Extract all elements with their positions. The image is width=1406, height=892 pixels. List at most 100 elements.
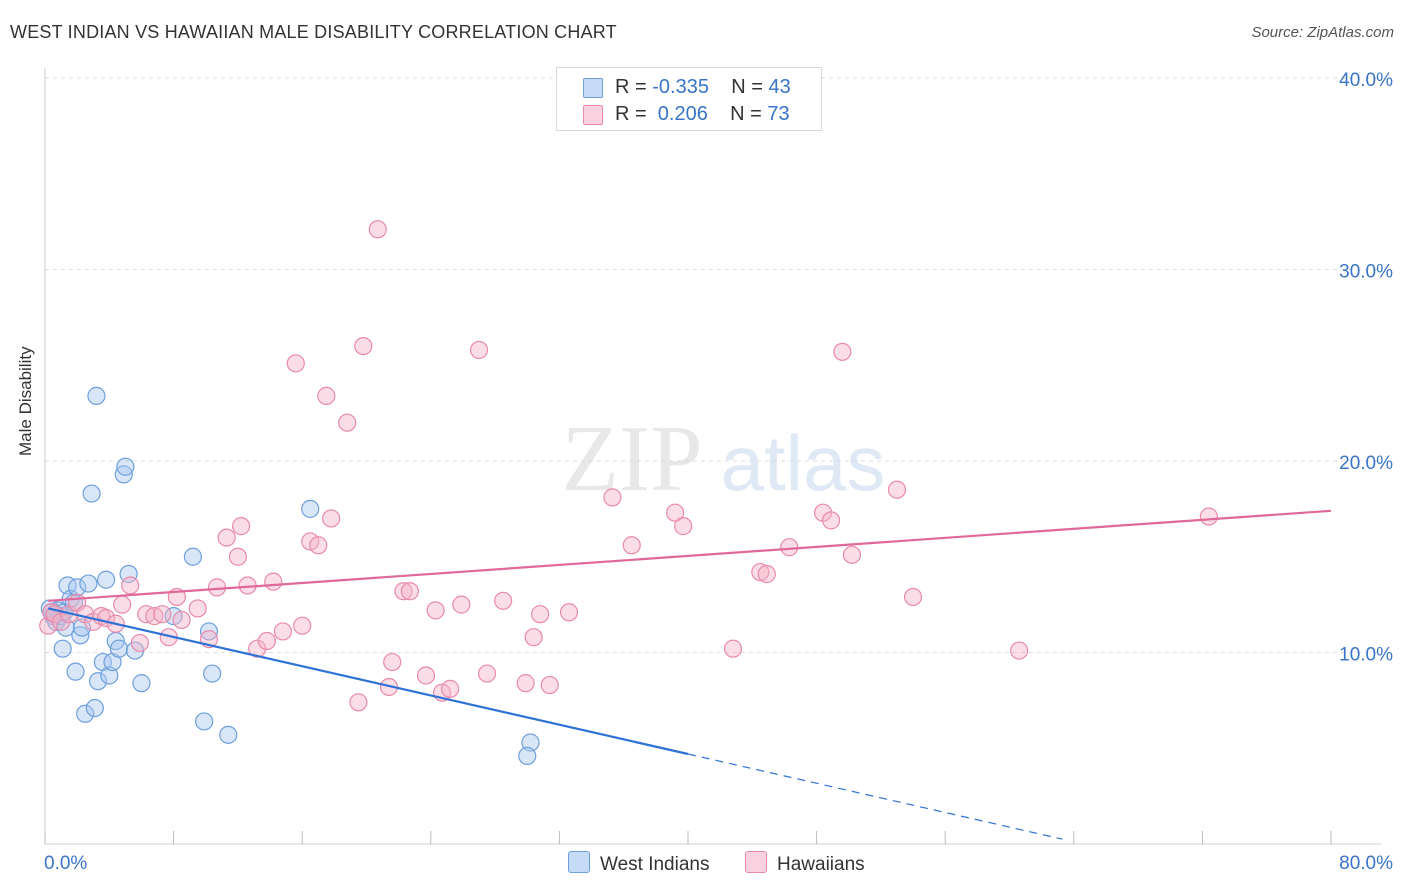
data-point-hawaiians	[383, 652, 402, 672]
data-point-hawaiians	[477, 664, 497, 683]
y-tick-label: 40.0%	[1339, 70, 1393, 91]
data-point-hawaiians	[257, 631, 276, 651]
source-label: Source: ZipAtlas.com	[1251, 24, 1394, 41]
bottom-legend-hawaiians: Hawaiians	[745, 851, 865, 876]
data-point-west-indians	[68, 578, 87, 597]
data-point-west-indians	[96, 570, 116, 589]
data-point-hawaiians	[354, 337, 373, 356]
data-point-hawaiians	[188, 599, 207, 618]
data-point-west-indians	[66, 662, 85, 681]
data-point-west-indians	[87, 386, 106, 405]
series-hawaiians	[39, 220, 1218, 712]
data-point-hawaiians	[757, 564, 776, 584]
y-axis-label: Male Disability	[16, 346, 35, 456]
bottom-legend-swatch-pink	[745, 851, 767, 873]
data-point-hawaiians	[833, 342, 852, 361]
data-point-west-indians	[79, 574, 98, 593]
data-point-west-indians	[109, 639, 129, 658]
data-point-hawaiians	[400, 582, 420, 601]
data-point-hawaiians	[293, 616, 312, 635]
trend-line-west-indians	[47, 607, 689, 756]
data-point-west-indians	[82, 484, 101, 503]
data-point-hawaiians	[903, 587, 923, 607]
legend-swatch-blue	[583, 78, 603, 98]
data-point-hawaiians	[426, 601, 445, 620]
y-tick-label: 10.0%	[1339, 645, 1393, 666]
data-point-west-indians	[72, 618, 92, 637]
data-point-west-indians	[100, 666, 119, 685]
data-point-hawaiians	[286, 354, 305, 373]
y-tick-label: 30.0%	[1339, 262, 1393, 283]
bottom-legend-label: Hawaiians	[777, 854, 865, 875]
legend-n-label: N =	[730, 103, 762, 125]
data-point-hawaiians	[1199, 507, 1218, 526]
trend-lines	[47, 509, 1332, 840]
data-point-hawaiians	[248, 639, 267, 658]
data-point-hawaiians	[540, 675, 559, 695]
data-point-hawaiians	[603, 488, 622, 507]
data-point-hawaiians	[416, 666, 436, 685]
data-point-west-indians	[116, 457, 135, 476]
data-point-hawaiians	[42, 603, 61, 622]
data-point-hawaiians	[153, 605, 172, 624]
data-point-hawaiians	[723, 639, 743, 658]
data-point-west-indians	[119, 564, 138, 584]
data-point-west-indians	[199, 622, 219, 641]
data-point-hawaiians	[516, 674, 535, 693]
data-point-west-indians	[301, 499, 320, 518]
data-point-hawaiians	[842, 545, 862, 564]
data-point-hawaiians	[1010, 641, 1029, 660]
trend-line-west-indians-extension	[687, 753, 1063, 840]
data-point-hawaiians	[322, 509, 341, 528]
series-west-indians	[40, 386, 540, 766]
data-point-hawaiians	[821, 511, 841, 530]
data-point-west-indians	[71, 626, 90, 645]
data-point-west-indians	[132, 674, 151, 693]
trend-line-hawaiians	[48, 509, 1332, 602]
legend-r-value: -0.335	[652, 76, 709, 98]
data-point-hawaiians	[368, 220, 387, 239]
data-point-west-indians	[53, 639, 72, 658]
data-point-hawaiians	[524, 628, 543, 647]
y-tick-label: 20.0%	[1339, 453, 1393, 474]
data-point-west-indians	[85, 698, 104, 718]
legend-n-label: N =	[731, 76, 763, 98]
data-point-hawaiians	[264, 572, 283, 591]
data-point-west-indians	[56, 618, 75, 637]
data-point-hawaiians	[887, 480, 907, 499]
data-point-west-indians	[195, 712, 214, 731]
watermark-zip: ZIP	[562, 407, 703, 511]
data-point-west-indians	[183, 547, 202, 566]
data-point-hawaiians	[309, 536, 328, 555]
bottom-legend-swatch-blue	[568, 851, 590, 873]
watermark-atlas: atlas	[721, 419, 886, 507]
data-point-hawaiians	[172, 610, 191, 630]
legend-r-label: R =	[615, 103, 647, 125]
tick-labels: 10.0% 20.0% 30.0% 40.0% 0.0% 80.0%	[44, 70, 1393, 874]
data-point-hawaiians	[559, 603, 579, 622]
data-point-hawaiians	[273, 622, 293, 641]
data-point-hawaiians	[232, 517, 251, 536]
data-point-hawaiians	[113, 595, 132, 614]
legend-r-label: R =	[615, 76, 647, 98]
legend-r-value: 0.206	[652, 103, 708, 125]
data-point-west-indians	[88, 672, 108, 691]
x-tick-label: 80.0%	[1339, 853, 1393, 874]
data-point-hawaiians	[469, 340, 489, 360]
data-point-hawaiians	[452, 595, 471, 614]
data-point-hawaiians	[207, 578, 227, 597]
data-point-west-indians	[219, 725, 238, 744]
x-tick-label: 0.0%	[44, 853, 87, 874]
legend-n-value: 43	[768, 76, 791, 98]
data-point-hawaiians	[317, 386, 336, 405]
data-point-west-indians	[521, 733, 540, 752]
data-point-hawaiians	[217, 528, 236, 547]
legend-n-value: 73	[767, 103, 790, 125]
data-point-hawaiians	[494, 591, 513, 610]
stats-legend: R = -0.335 N = 43 R = 0.206 N = 73	[556, 67, 822, 131]
data-point-west-indians	[518, 746, 537, 766]
data-point-hawaiians	[751, 562, 770, 582]
data-point-hawaiians	[349, 693, 368, 712]
data-point-hawaiians	[531, 605, 550, 624]
